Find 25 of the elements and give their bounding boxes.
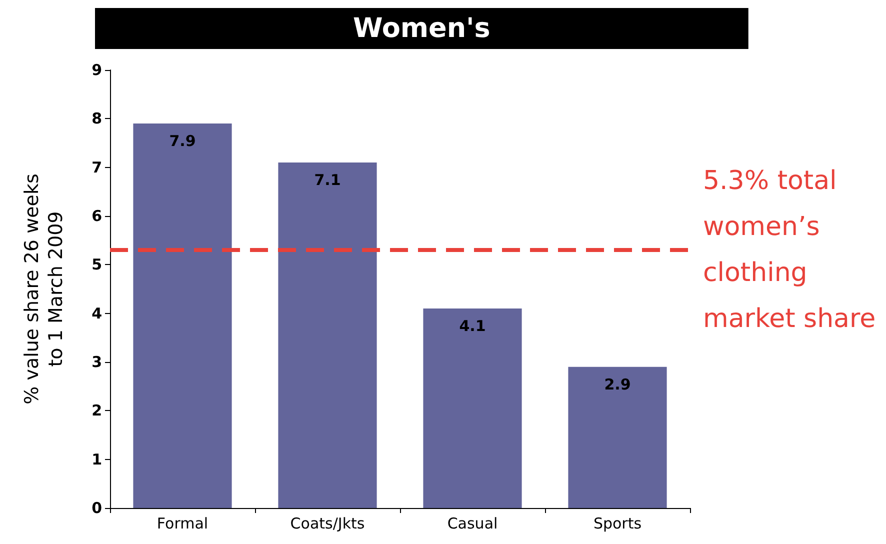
bar xyxy=(278,162,377,508)
y-tick-label: 9 xyxy=(92,61,102,79)
bar xyxy=(423,308,522,508)
y-tick-label: 3 xyxy=(92,353,102,371)
bar xyxy=(568,366,667,508)
y-tick-label: 8 xyxy=(92,110,102,128)
x-tick-label: Sports xyxy=(593,514,642,532)
x-tick-label: Coats/Jkts xyxy=(290,514,365,532)
x-tick-label: Formal xyxy=(156,514,208,532)
data-label: 7.1 xyxy=(314,170,341,189)
y-tick-label: 4 xyxy=(92,304,102,322)
y-tick-label: 6 xyxy=(92,207,102,225)
y-axis-title: % value share 26 weeks to 1 March 2009 xyxy=(21,174,67,404)
y-tick-label: 2 xyxy=(92,402,102,420)
data-label: 2.9 xyxy=(604,375,631,394)
x-tick-label: Casual xyxy=(447,514,498,532)
data-label: 4.1 xyxy=(459,316,486,335)
y-tick-label: 5 xyxy=(92,256,102,274)
y-tick-label: 7 xyxy=(92,158,102,176)
chart-title: Women's xyxy=(353,13,490,44)
y-tick-label: 1 xyxy=(92,450,102,468)
y-tick-label: 0 xyxy=(92,499,102,517)
data-label: 7.9 xyxy=(169,132,196,150)
bar xyxy=(133,124,232,508)
ref-line-label: 5.3% total women’s clothing market share xyxy=(703,166,876,334)
